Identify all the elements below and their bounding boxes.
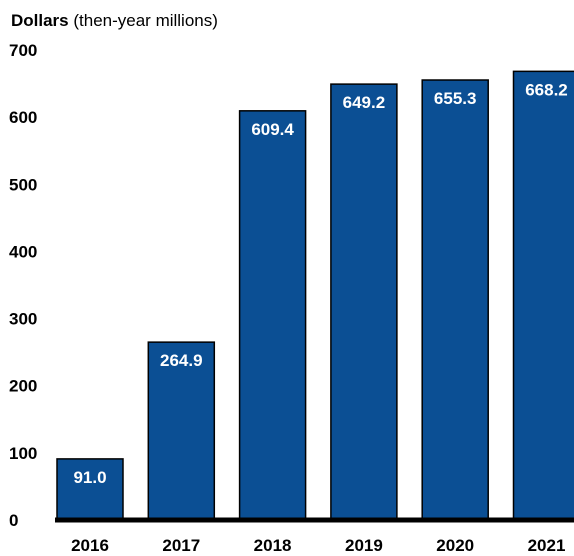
y-tick-label: 700 <box>9 41 37 60</box>
x-tick-label-2019: 2019 <box>345 536 383 555</box>
y-tick-label: 600 <box>9 108 37 127</box>
data-label-2017: 264.9 <box>160 351 203 370</box>
y-axis-label: Dollars (then-year millions) <box>11 11 218 30</box>
bar-2017 <box>147 341 216 521</box>
data-label-2019: 649.2 <box>343 93 386 112</box>
y-tick-label: 400 <box>9 242 37 261</box>
data-label-2020: 655.3 <box>434 89 477 108</box>
y-tick-label: 0 <box>9 511 18 530</box>
x-tick-label-2016: 2016 <box>71 536 109 555</box>
y-tick-label: 200 <box>9 377 37 396</box>
y-tick-label: 500 <box>9 175 37 194</box>
x-tick-label-2017: 2017 <box>162 536 200 555</box>
data-label-2021: 668.2 <box>525 80 568 99</box>
bar-2020 <box>421 79 489 521</box>
bar-2016 <box>56 458 124 521</box>
y-tick-label: 100 <box>9 444 37 463</box>
x-tick-label-2020: 2020 <box>436 536 474 555</box>
data-label-2018: 609.4 <box>251 120 294 139</box>
y-axis-ticks: 0 100 200 300 400 500 600 700 <box>9 41 37 530</box>
x-tick-label-2018: 2018 <box>254 536 292 555</box>
y-axis-label-rest: (then-year millions) <box>69 11 218 30</box>
data-label-2016: 91.0 <box>73 468 106 487</box>
y-tick-label: 300 <box>9 310 37 329</box>
y-axis-label-bold: Dollars <box>11 11 69 30</box>
bar-2021 <box>512 70 574 521</box>
x-tick-label-2021: 2021 <box>528 536 566 555</box>
bar-2019 <box>330 83 398 521</box>
bars: 91.0 264.9 609.4 649.2 655.3 668.2 <box>56 70 574 521</box>
bar-2018 <box>238 110 307 521</box>
x-axis-ticks: 2016 2017 2018 2019 2020 2021 <box>71 536 565 555</box>
